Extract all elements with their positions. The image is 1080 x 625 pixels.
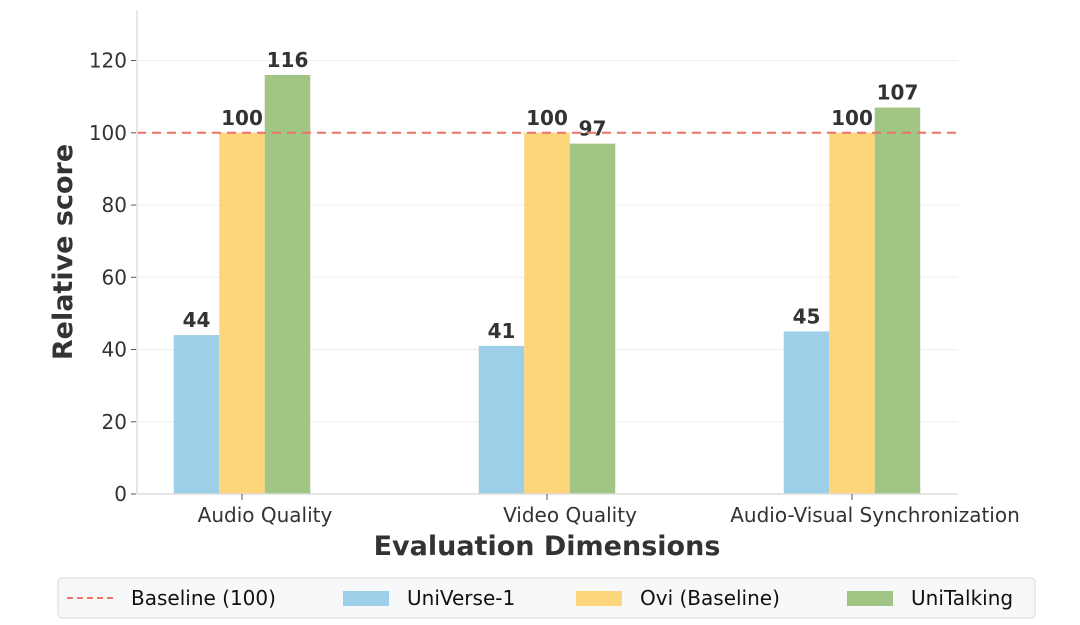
y-tick-label: 40 (102, 338, 127, 362)
value-label: 100 (831, 106, 873, 130)
y-ticks: 0 20 40 60 80 100 120 (89, 49, 136, 506)
legend-swatch (847, 591, 893, 606)
legend-swatch (576, 591, 622, 606)
bar-universe-1-0 (173, 335, 220, 494)
bar-universe-1-2 (783, 331, 830, 494)
x-tick-label: Audio Quality (198, 503, 333, 527)
legend-box (57, 577, 1036, 619)
value-label: 100 (221, 106, 263, 130)
value-label: 45 (793, 304, 821, 328)
bar-unitalking-0 (264, 75, 311, 494)
legend-swatch (343, 591, 389, 606)
bar-ovi-baseline--1 (524, 132, 570, 494)
bar-ovi-baseline--0 (219, 132, 265, 494)
value-label: 41 (488, 319, 516, 343)
value-label: 116 (267, 48, 309, 72)
x-tick-label: Video Quality (503, 503, 637, 527)
y-tick-label: 60 (102, 265, 127, 289)
y-tick-label: 80 (102, 193, 127, 217)
value-label: 100 (526, 106, 568, 130)
bar-universe-1-1 (478, 345, 525, 494)
y-tick-label: 100 (89, 121, 127, 145)
bars (173, 75, 921, 494)
legend-baseline-label: Baseline (100) (131, 586, 276, 610)
x-axis-label: Evaluation Dimensions (374, 531, 721, 562)
y-tick-label: 120 (89, 49, 127, 73)
y-tick-label: 20 (102, 410, 127, 434)
y-axis-label: Relative score (48, 144, 79, 360)
bar-unitalking-2 (874, 107, 921, 494)
bar-unitalking-1 (569, 143, 616, 494)
value-label: 97 (579, 117, 607, 141)
x-tick-label: Audio-Visual Synchronization (730, 503, 1020, 527)
x-ticks: Audio Quality Video Quality Audio-Visual S… (198, 494, 1020, 527)
legend-label: Ovi (Baseline) (640, 586, 780, 610)
legend: Baseline (100) UniVerse-1 Ovi (Baseline) U… (57, 577, 1036, 619)
value-label: 44 (183, 308, 211, 332)
legend-label: UniTalking (911, 586, 1013, 610)
y-tick-label: 0 (114, 482, 127, 506)
value-label: 107 (877, 81, 919, 105)
bar-ovi-baseline--2 (829, 132, 875, 494)
legend-label: UniVerse-1 (407, 586, 515, 610)
